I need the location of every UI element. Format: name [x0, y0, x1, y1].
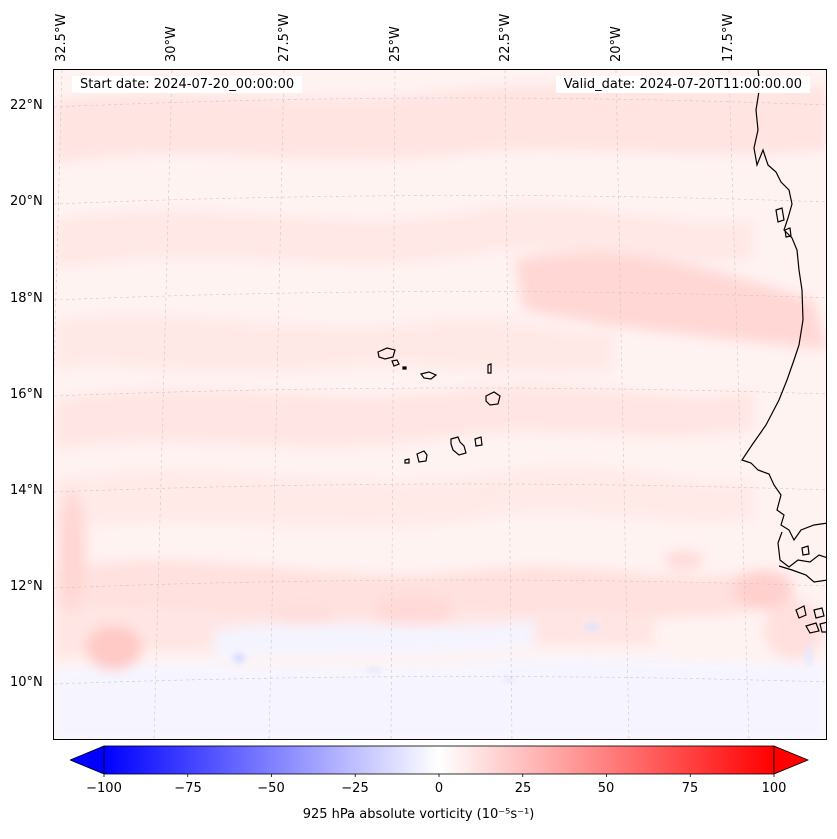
lat-label: 12°N	[10, 579, 43, 594]
colorbar-tick-label: 25	[514, 781, 532, 796]
colorbar-tick-label: −75	[174, 781, 202, 796]
start-date-label: Start date: 2024-07-20_00:00:00	[72, 76, 303, 93]
colorbar-tick-label: 0	[434, 781, 444, 796]
gridlines	[54, 70, 826, 739]
lat-label: 14°N	[10, 483, 43, 498]
colorbar-max-extend	[773, 745, 810, 775]
colorbar-min-extend	[70, 745, 105, 775]
cape-verde-islands	[377, 347, 501, 464]
colorbar-tick-label: −50	[257, 781, 285, 796]
lon-label: 17.5°W	[721, 13, 736, 62]
lat-label: 18°N	[10, 291, 43, 306]
colorbar-tick-marks	[103, 774, 775, 777]
coastline-africa	[741, 70, 826, 634]
colorbar	[70, 745, 810, 777]
valid-date-label: Valid_date: 2024-07-20T11:00:00.00	[555, 76, 810, 93]
colorbar-tick-label: −25	[341, 781, 369, 796]
vorticity-map	[53, 69, 827, 740]
vorticity-field	[54, 70, 826, 739]
colorbar-gradient	[103, 745, 775, 775]
colorbar-tick-label: 100	[761, 781, 787, 796]
lon-label: 27.5°W	[277, 13, 292, 62]
lon-label: 20°W	[609, 26, 624, 62]
negative-vorticity-spots	[233, 623, 812, 683]
lat-label: 20°N	[10, 194, 43, 209]
lon-label: 30°W	[164, 26, 179, 62]
lon-label: 25°W	[388, 26, 403, 62]
lon-label: 32.5°W	[54, 13, 69, 62]
lat-label: 16°N	[10, 387, 43, 402]
colorbar-tick-label: 75	[681, 781, 699, 796]
map-canvas	[54, 70, 826, 739]
colorbar-tick-label: 50	[597, 781, 615, 796]
colorbar-tick-label: −100	[86, 781, 122, 796]
lat-label: 22°N	[10, 98, 43, 113]
colorbar-label: 925 hPa absolute vorticity (10⁻⁵s⁻¹)	[302, 807, 535, 822]
lon-label: 22.5°W	[498, 13, 513, 62]
lat-label: 10°N	[10, 675, 43, 690]
